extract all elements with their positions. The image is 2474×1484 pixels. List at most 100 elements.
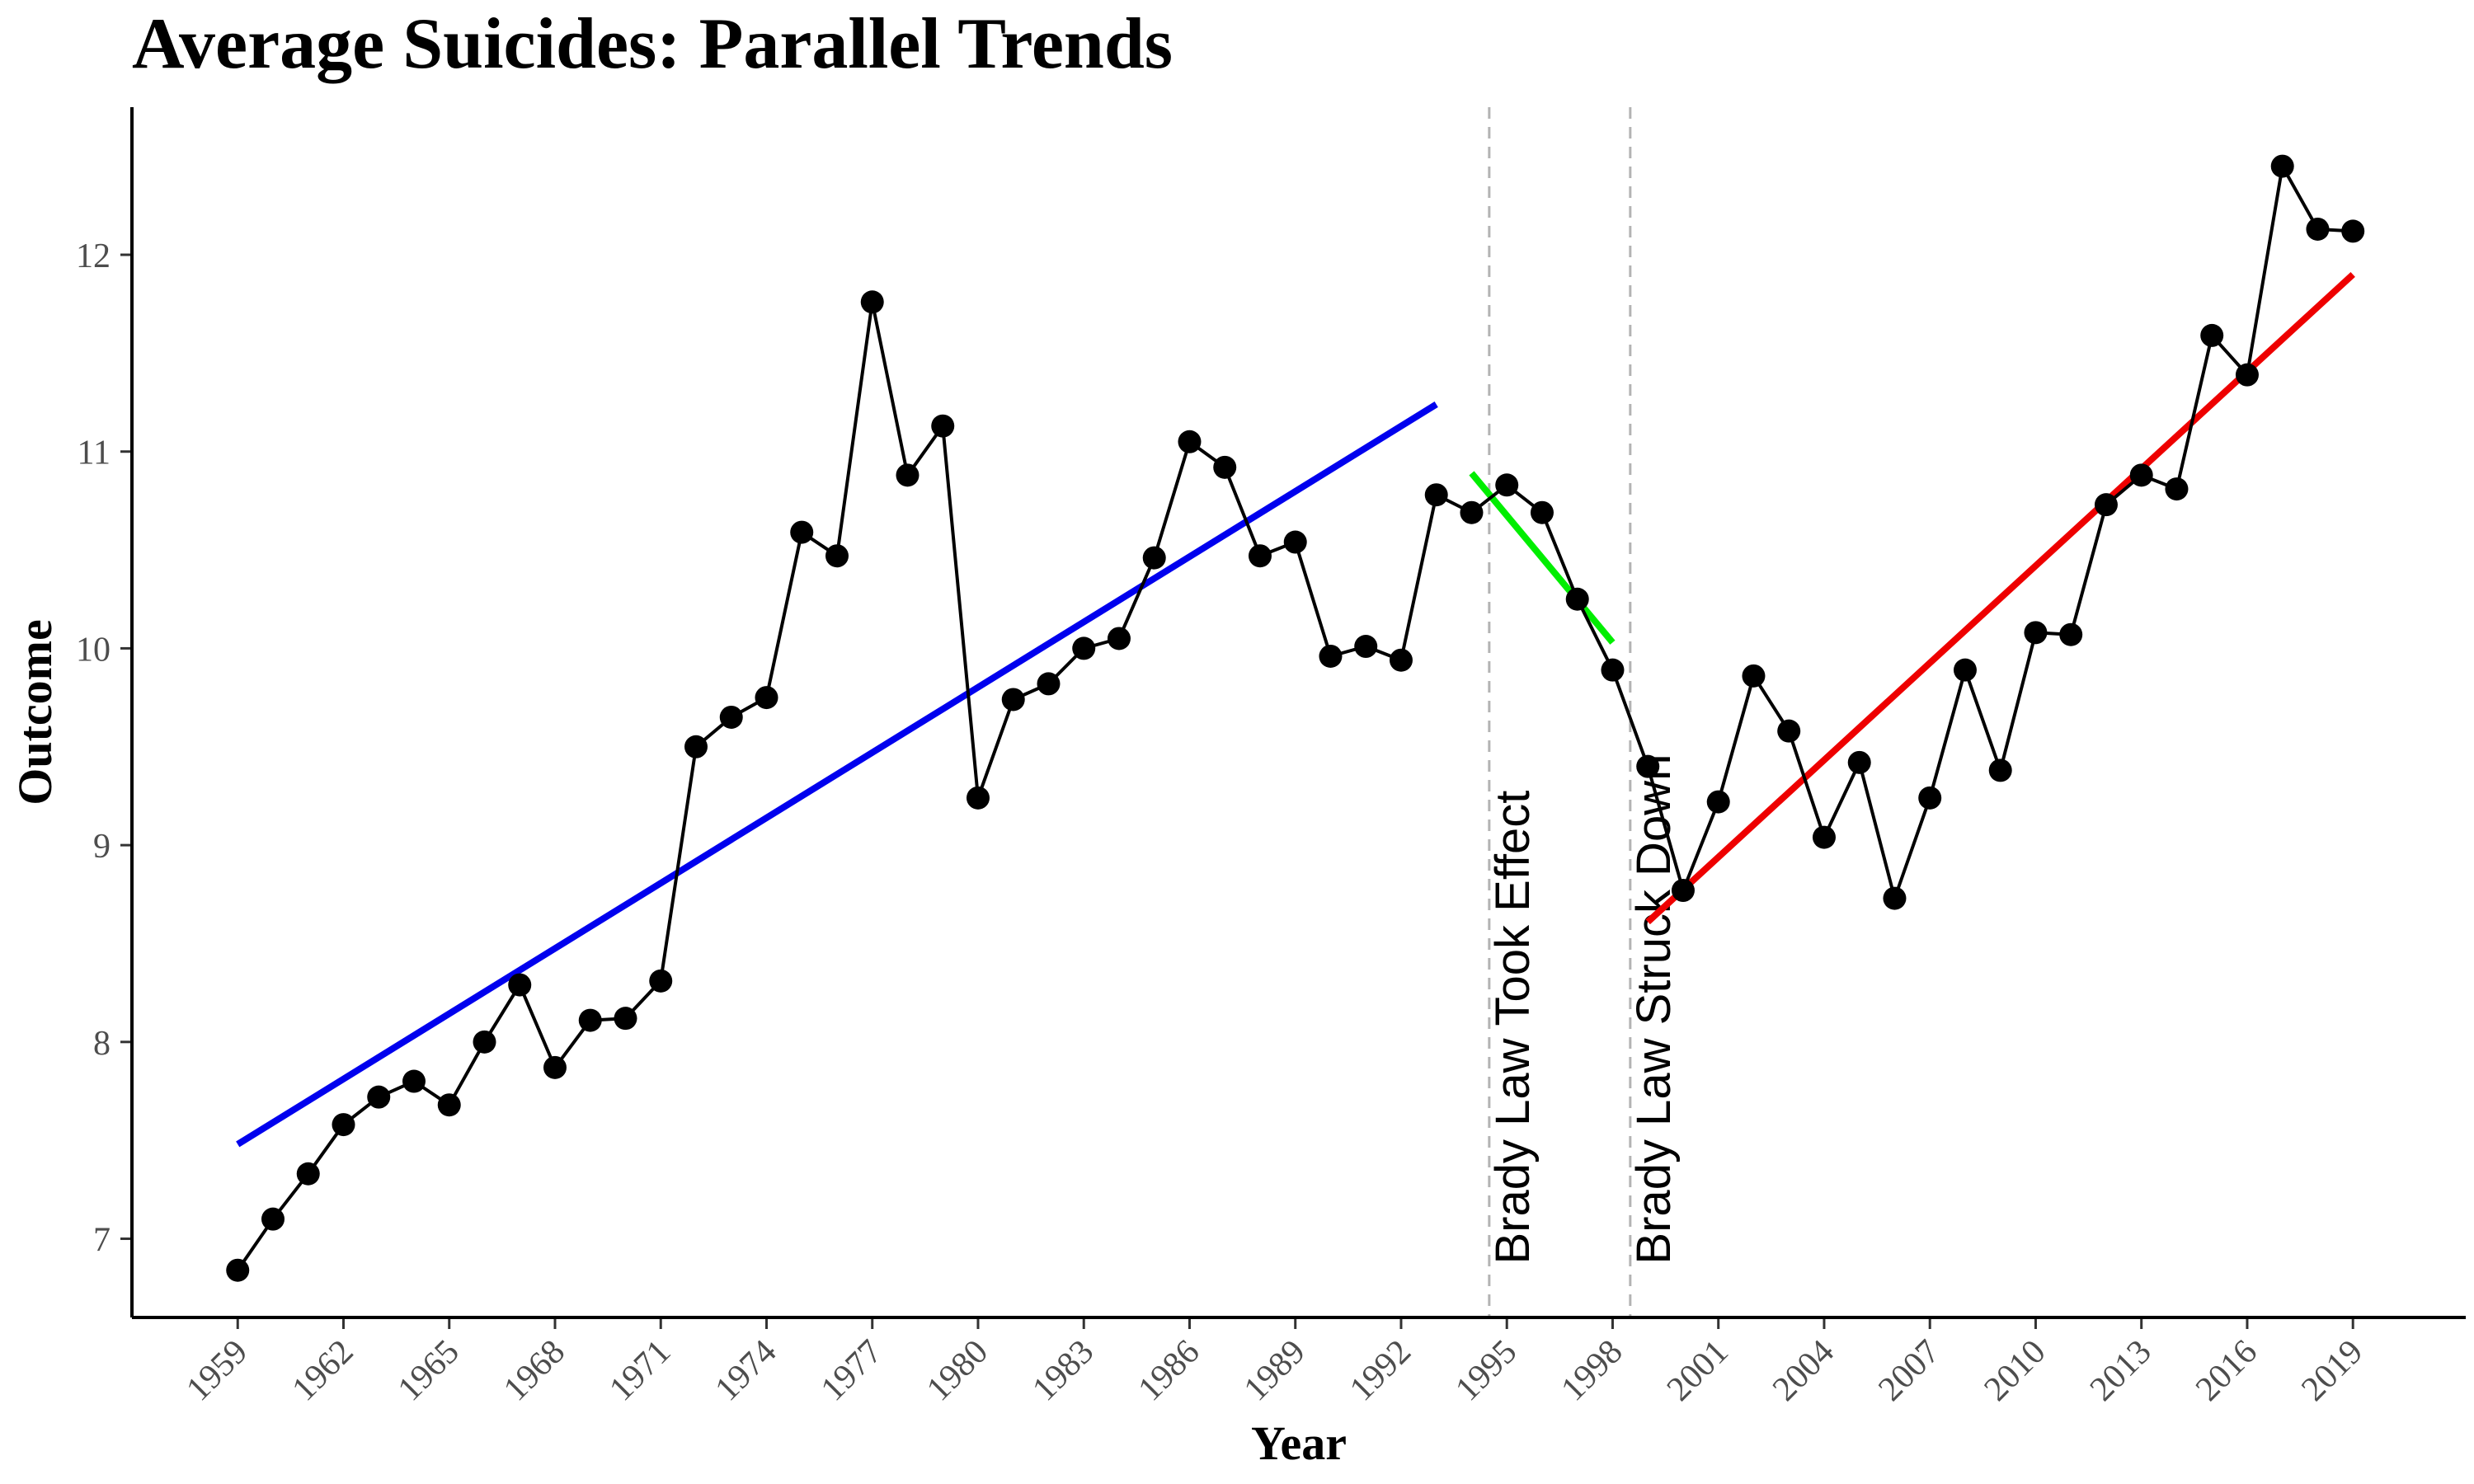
- data-point: [543, 1055, 567, 1079]
- reference-lines: Brady Law Took Effect Brady Law Struck Do…: [1486, 107, 1681, 1317]
- data-point: [226, 1258, 250, 1282]
- data-point: [1389, 648, 1413, 672]
- data-point: [1283, 530, 1307, 554]
- data-series: [226, 154, 2365, 1282]
- data-point: [1142, 546, 1166, 570]
- x-tick-label: 1974: [708, 1333, 784, 1409]
- data-point: [1001, 688, 1025, 711]
- data-point: [2270, 154, 2294, 178]
- data-point: [1988, 758, 2012, 782]
- data-point: [578, 1008, 602, 1032]
- y-tick-label: 12: [76, 237, 111, 275]
- data-point: [614, 1007, 637, 1031]
- y-axis-ticks: 7 8 9 10 11 12: [76, 237, 132, 1260]
- data-point: [2129, 463, 2153, 487]
- data-point: [860, 290, 884, 314]
- series-line: [236, 164, 2354, 1271]
- x-tick-label: 2010: [1978, 1333, 2053, 1409]
- x-tick-label: 1965: [391, 1333, 467, 1409]
- x-axis-title: Year: [1251, 1416, 1347, 1470]
- data-point: [1495, 473, 1519, 497]
- y-tick-label: 8: [93, 1025, 111, 1063]
- data-point: [2235, 363, 2259, 387]
- data-point: [2059, 622, 2083, 646]
- reference-line-label: Brady Law Struck Down: [1627, 754, 1681, 1265]
- x-tick-label: 1962: [285, 1333, 361, 1409]
- data-point: [896, 463, 920, 487]
- data-point: [1424, 483, 1448, 507]
- data-point: [1918, 786, 1942, 810]
- data-point: [296, 1162, 320, 1186]
- trend-line-pre: [236, 402, 1438, 1148]
- data-point: [2306, 217, 2330, 241]
- x-tick-label: 2016: [2189, 1333, 2265, 1409]
- data-point: [966, 786, 990, 810]
- data-point: [1883, 886, 1907, 910]
- data-point: [1319, 644, 1343, 668]
- data-point: [1213, 455, 1237, 479]
- trend-lines: [236, 271, 2355, 1148]
- x-tick-label: 2007: [1871, 1333, 1947, 1409]
- x-axis-ticks: 1959 1962 1965 1968 1971 1974 1977 1980 1983 1986…: [179, 1317, 2370, 1408]
- data-point: [2024, 621, 2048, 645]
- data-point: [1636, 754, 1660, 778]
- x-tick-label: 2013: [2083, 1333, 2159, 1409]
- data-point: [2341, 219, 2365, 243]
- data-point: [931, 414, 955, 438]
- data-point: [2200, 323, 2224, 347]
- y-tick-label: 11: [78, 434, 111, 472]
- data-point: [649, 969, 673, 993]
- y-axis-title: Outcome: [8, 619, 62, 805]
- data-point: [825, 544, 849, 568]
- data-point: [1107, 627, 1131, 650]
- data-point: [719, 705, 743, 729]
- data-point: [508, 973, 532, 997]
- x-tick-label: 1971: [602, 1333, 678, 1409]
- x-tick-label: 1980: [920, 1333, 995, 1409]
- data-point: [790, 520, 814, 544]
- data-point: [1671, 879, 1695, 903]
- data-point: [1812, 825, 1836, 849]
- data-point: [1742, 664, 1766, 688]
- reference-line-label: Brady Law Took Effect: [1486, 791, 1540, 1265]
- data-point: [1565, 587, 1589, 611]
- data-point: [1072, 636, 1096, 660]
- data-point: [1847, 750, 1871, 774]
- data-point: [1530, 500, 1554, 524]
- chart-title: Average Suicides: Parallel Trends: [132, 4, 1173, 84]
- data-point: [1248, 544, 1272, 568]
- trend-line-post: [1645, 271, 2355, 925]
- data-point: [1354, 635, 1378, 659]
- x-tick-label: 1992: [1343, 1333, 1418, 1409]
- data-point: [261, 1207, 285, 1231]
- data-point: [684, 735, 708, 758]
- x-tick-label: 1983: [1025, 1333, 1101, 1409]
- y-tick-label: 7: [93, 1222, 111, 1260]
- y-tick-label: 9: [93, 828, 111, 866]
- trend-line-during: [1469, 471, 1616, 645]
- data-point: [1777, 719, 1801, 743]
- data-point: [1953, 658, 1977, 682]
- data-point: [755, 686, 778, 710]
- x-tick-label: 2019: [2294, 1333, 2370, 1409]
- data-point: [1178, 430, 1202, 453]
- x-tick-label: 1989: [1237, 1333, 1313, 1409]
- data-point: [367, 1085, 391, 1109]
- data-point: [437, 1093, 461, 1117]
- data-point: [1460, 500, 1484, 524]
- x-tick-label: 2004: [1766, 1333, 1841, 1409]
- data-point: [1706, 790, 1730, 814]
- x-tick-label: 1959: [179, 1333, 255, 1409]
- data-point: [2165, 477, 2189, 501]
- y-tick-label: 10: [76, 631, 111, 669]
- x-tick-label: 1986: [1131, 1333, 1207, 1409]
- x-tick-label: 1977: [814, 1333, 890, 1409]
- x-tick-label: 1968: [496, 1333, 572, 1409]
- data-point: [1601, 658, 1625, 682]
- data-point: [473, 1030, 496, 1054]
- x-tick-label: 1998: [1554, 1333, 1630, 1409]
- data-point: [1037, 672, 1061, 696]
- data-point: [2094, 493, 2118, 517]
- x-tick-label: 2001: [1660, 1333, 1736, 1409]
